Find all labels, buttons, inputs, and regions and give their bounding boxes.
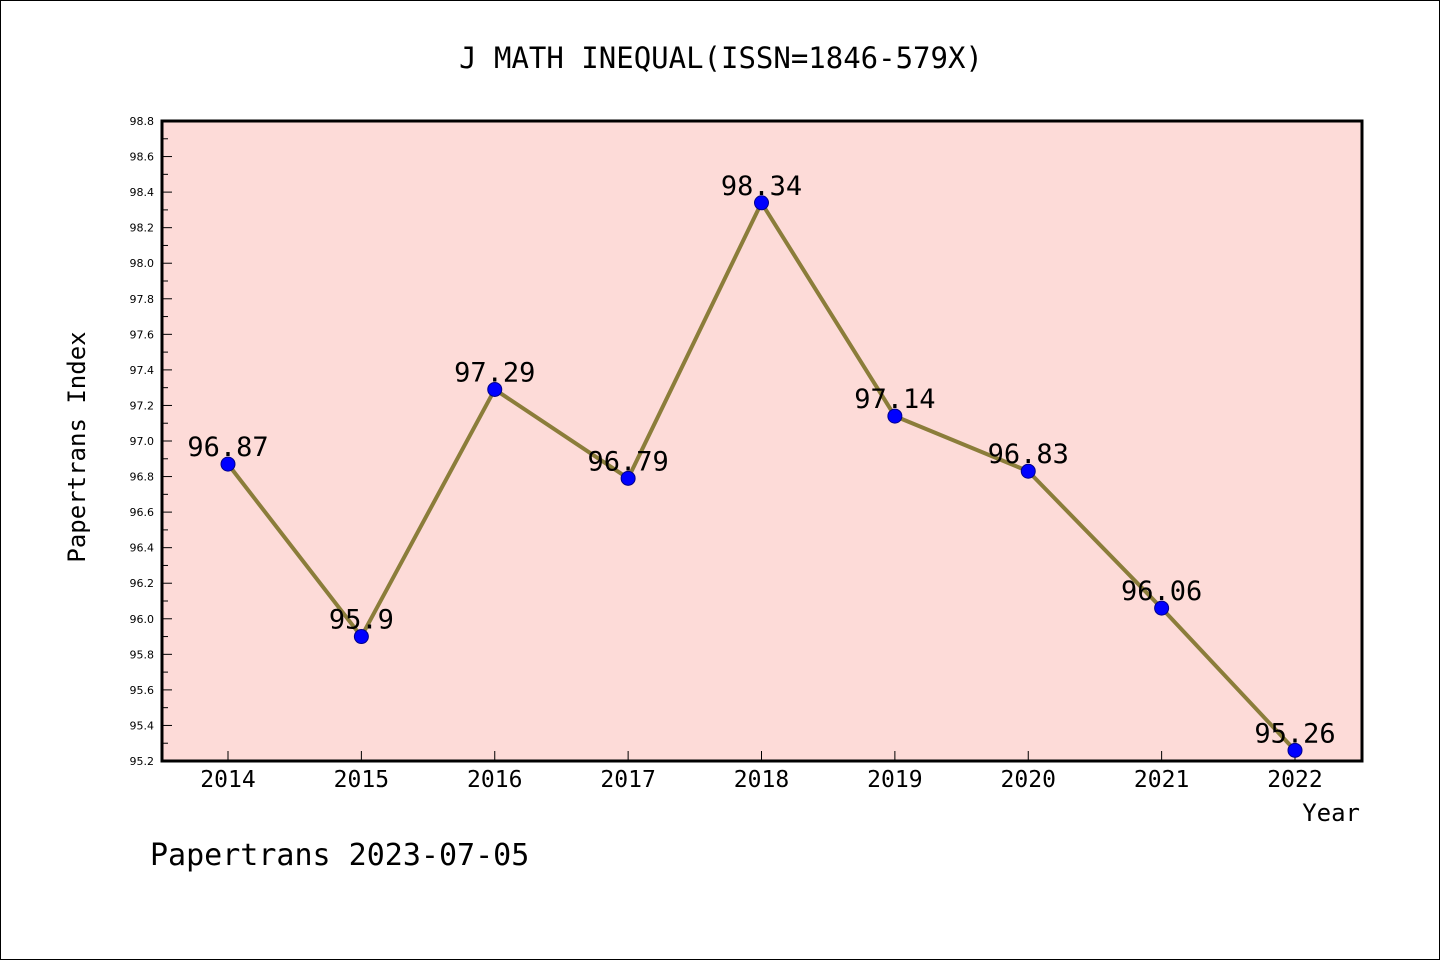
x-tick-label: 2019 [867,767,922,793]
x-tick-label: 2022 [1267,767,1322,793]
data-label: 98.34 [721,171,802,202]
chart-title: J MATH INEQUAL(ISSN=1846-579X) [459,41,983,75]
x-tick-label: 2014 [200,767,255,793]
x-axis: 2014 2015 2016 2017 2018 2019 2020 2021 2022 [200,751,1323,793]
data-point [887,408,903,424]
data-label: 96.87 [187,432,268,463]
plot-area [162,121,1362,761]
data-label: 96.06 [1121,576,1202,607]
x-tick-label: 2015 [334,767,389,793]
y-tick-label: 98.0 [130,257,155,270]
y-axis-label: Papertrans Index [63,331,91,562]
data-label: 97.29 [454,357,535,388]
x-axis-label: Year [1302,799,1360,827]
data-label: 95.9 [329,605,394,636]
x-tick-label: 2017 [600,767,655,793]
data-label: 96.83 [988,439,1069,470]
data-point [620,470,636,486]
y-tick-label: 98.8 [130,115,155,128]
data-label: 97.14 [854,384,935,415]
y-tick-label: 95.8 [130,648,155,661]
y-tick-label: 96.4 [130,542,155,555]
y-tick-label: 95.6 [130,684,155,697]
plot-border [160,119,1364,763]
y-tick-label: 96.0 [130,613,155,626]
y-tick-label: 97.6 [130,328,155,341]
data-point [754,195,769,211]
footer-text: Papertrans 2023-07-05 [150,838,529,873]
data-point [1020,463,1036,479]
y-tick-label: 98.6 [130,151,155,164]
data-label: 96.79 [587,446,668,477]
y-tick-label: 95.2 [130,755,155,768]
y-axis: 95.2 95.4 95.6 95.8 96.0 96.2 96.4 96.6 96.8 97.0… [130,115,172,768]
y-tick-label: 96.6 [130,506,155,519]
y-tick-label: 95.4 [130,719,155,732]
y-tick-label: 97.8 [130,293,155,306]
y-tick-label: 98.2 [130,222,155,235]
series [220,195,1303,758]
data-point [220,456,236,472]
data-point [353,629,369,645]
y-tick-label: 97.2 [130,399,155,412]
x-tick-label: 2018 [734,767,789,793]
y-tick-label: 97.4 [130,364,155,377]
x-tick-label: 2020 [1001,767,1056,793]
data-labels: 96.87 95.9 97.29 96.79 98.34 97.14 96.83 96.06 9… [187,171,1335,750]
data-point [1154,600,1170,616]
y-tick-label: 98.4 [130,186,155,199]
data-label: 95.26 [1254,718,1335,749]
y-tick-label: 96.8 [130,471,155,484]
y-tick-label: 97.0 [130,435,155,448]
y-tick-label: 96.2 [130,577,155,590]
x-tick-label: 2021 [1134,767,1189,793]
data-point [1287,742,1303,758]
data-point [487,381,503,397]
x-tick-label: 2016 [467,767,522,793]
